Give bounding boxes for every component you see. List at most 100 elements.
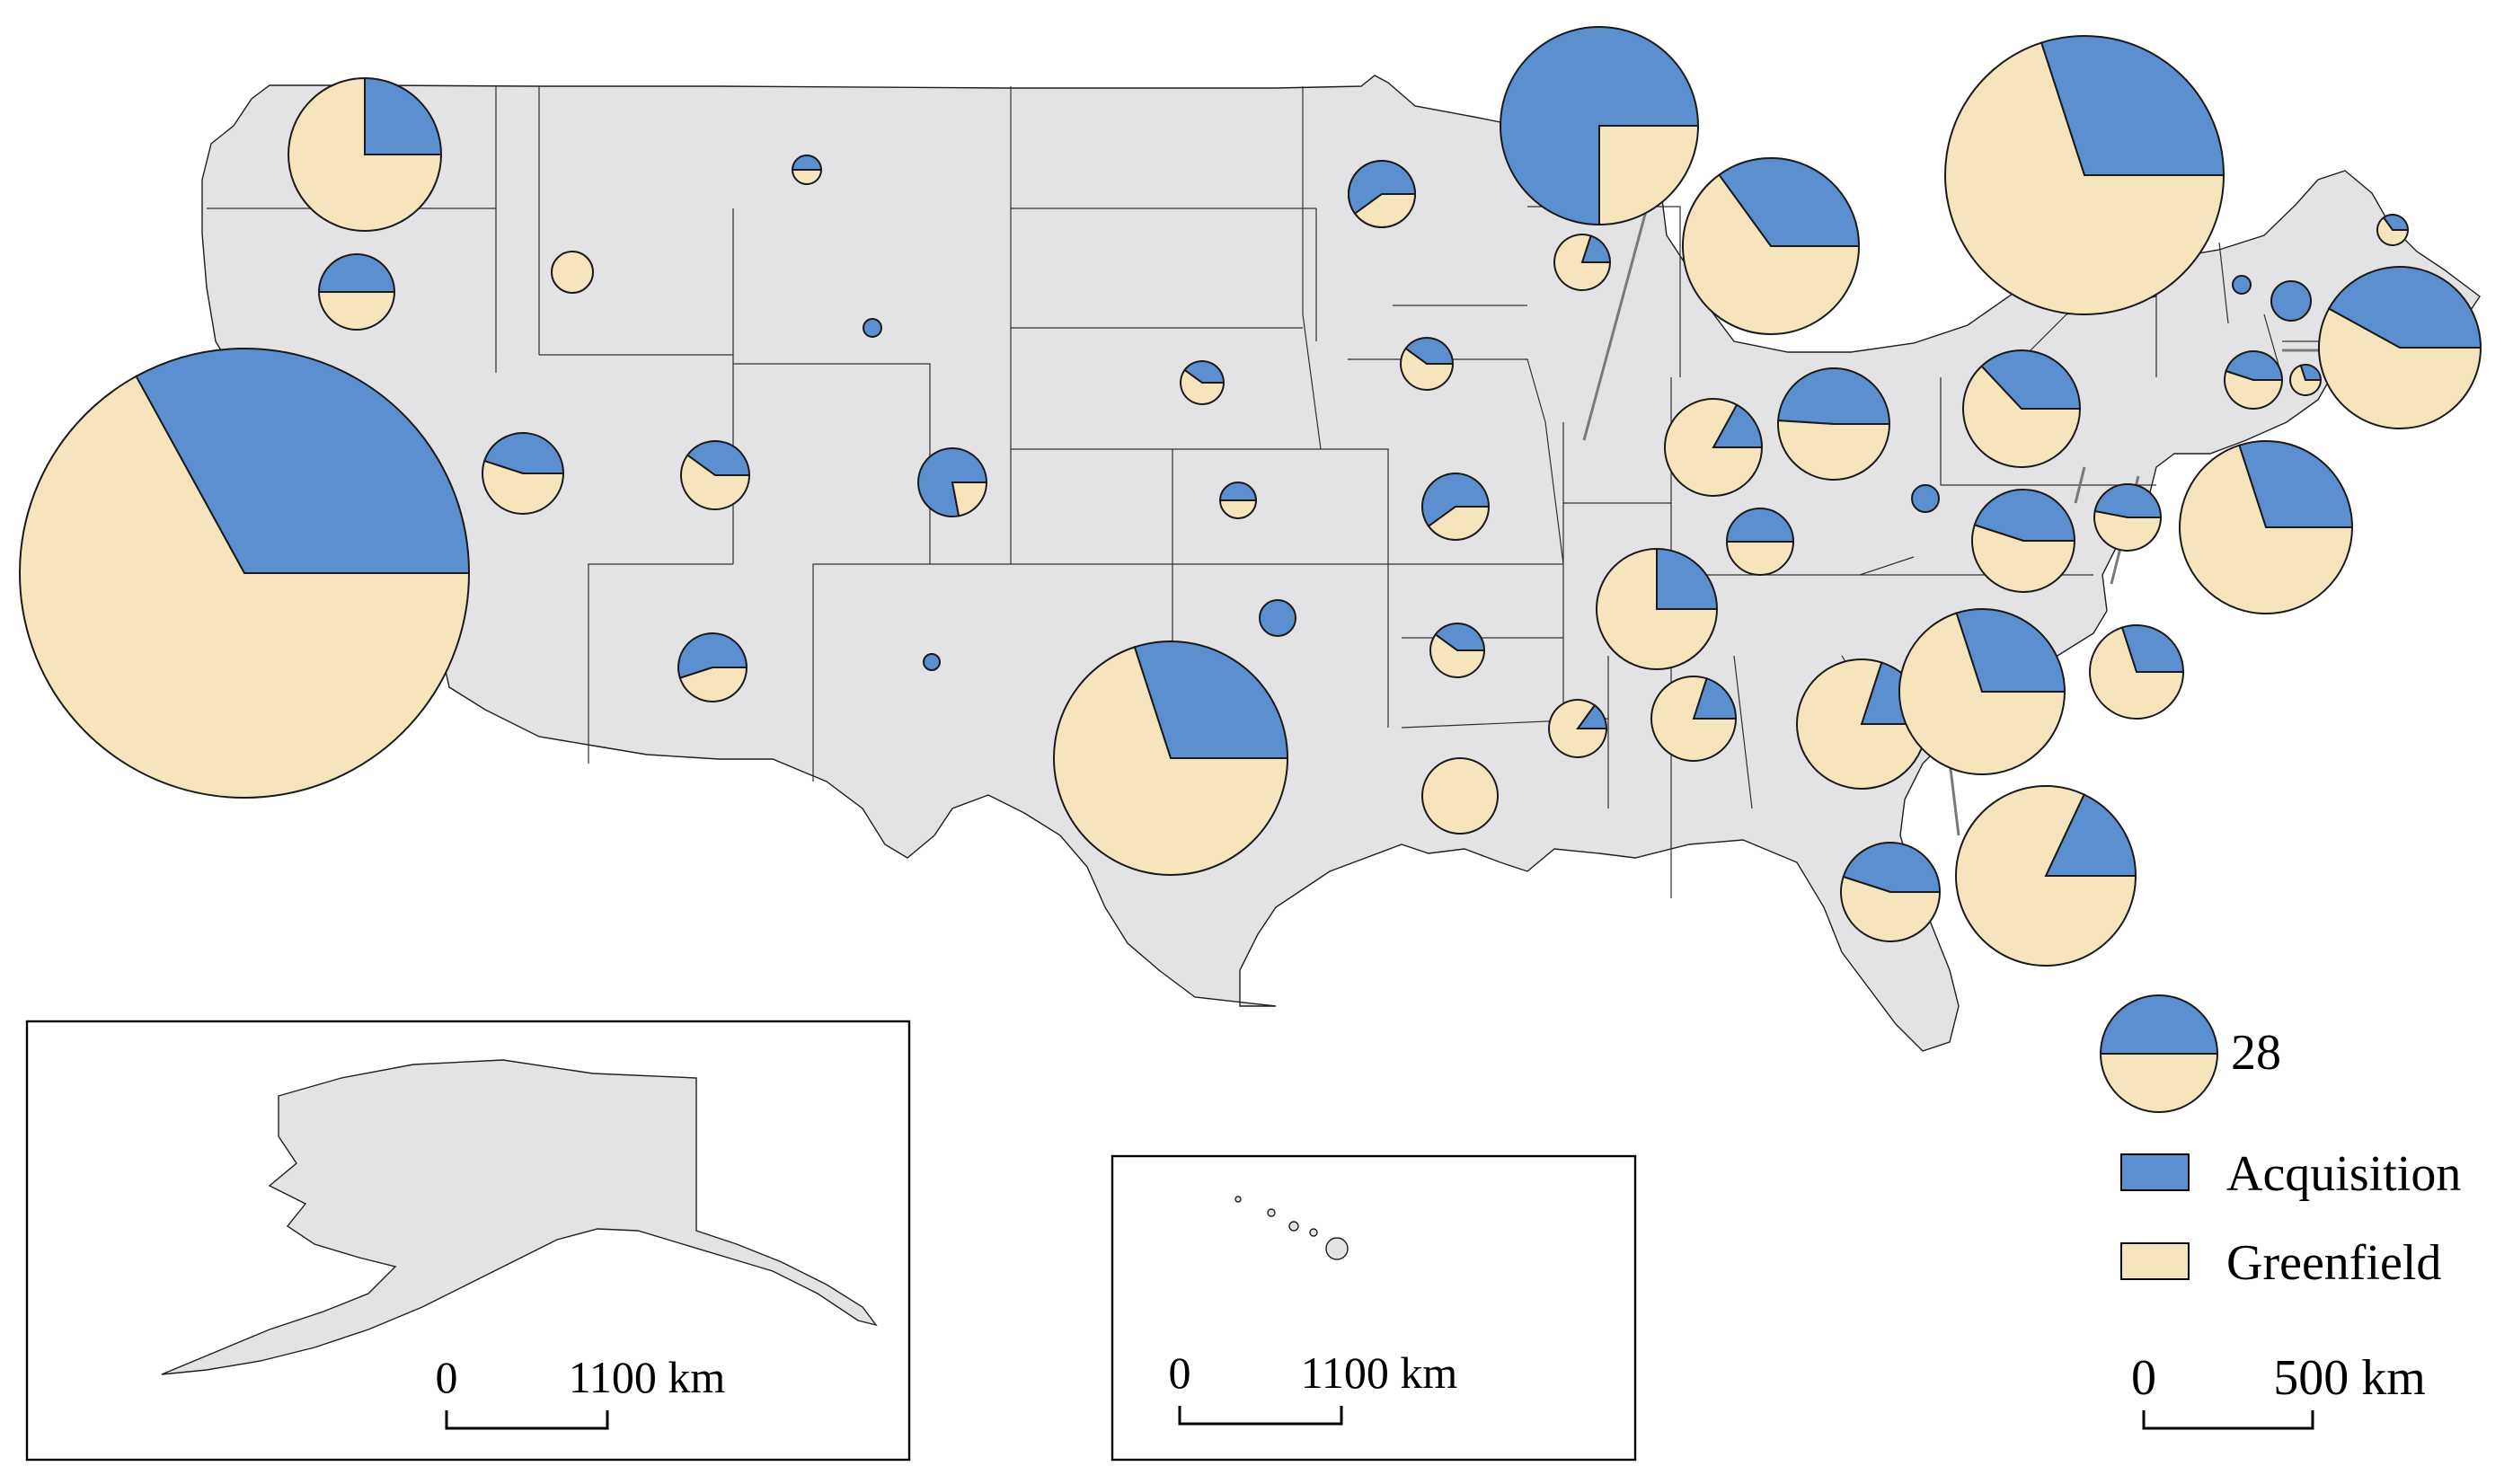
acquisition-slice xyxy=(2270,280,2312,322)
alaska-inset: 0 1100 km xyxy=(25,1020,911,1462)
pie-arizona xyxy=(677,632,748,702)
greenfield-slice xyxy=(1548,699,1608,758)
legend-size-label: 28 xyxy=(2231,1025,2281,1081)
acquisition-slice xyxy=(791,155,823,171)
acquisition-slice xyxy=(2099,994,2219,1055)
greenfield-slice xyxy=(1053,646,1289,876)
pie-indiana xyxy=(1664,398,1764,497)
pie-west-virginia xyxy=(1911,484,1940,513)
greenfield-slice xyxy=(678,667,748,702)
greenfield-slice xyxy=(1421,757,1499,835)
pie-florida xyxy=(1840,842,1942,942)
pie-illinois xyxy=(1500,26,1700,226)
pie-alabama xyxy=(1650,676,1738,762)
pie-nebraska xyxy=(1180,360,1226,405)
greenfield-slice xyxy=(1429,632,1486,678)
acquisition-slice xyxy=(863,318,882,338)
hawaii-scale-start: 0 xyxy=(1169,1347,1191,1398)
pie-south-carolina xyxy=(1898,608,2066,775)
acquisition-slice xyxy=(1911,484,1940,513)
greenfield-slice xyxy=(1962,365,2082,468)
greenfield-slice xyxy=(680,454,751,510)
pie-new-mexico xyxy=(923,653,941,671)
hawaii-scale-end: 1100 km xyxy=(1301,1347,1458,1398)
acquisition-slice xyxy=(1404,337,1455,365)
acquisition-slice xyxy=(1183,360,1226,384)
pie-new-hampshire xyxy=(2270,280,2312,322)
greenfield-slice xyxy=(1400,347,1455,391)
pie-wisconsin xyxy=(1553,234,1612,291)
pie-arkansas xyxy=(1429,623,1486,678)
pie-connecticut xyxy=(2224,350,2284,411)
pie-delaware xyxy=(2093,483,2163,552)
pie-texas xyxy=(1053,640,1289,876)
acquisition-slice xyxy=(482,432,565,474)
pie-washington xyxy=(288,76,443,232)
greenfield-slice xyxy=(1955,785,2137,967)
greenfield-slice xyxy=(1553,234,1612,291)
legend: 28 Acquisition Greenfield 0 500 km xyxy=(2099,994,2461,1430)
greenfield-slice xyxy=(1180,368,1226,405)
greenfield-slice xyxy=(2093,509,2163,552)
greenfield-slice xyxy=(1840,875,1942,942)
greenfield-slice xyxy=(1427,506,1491,541)
acquisition-slice xyxy=(2232,275,2252,295)
acquisition-slice xyxy=(1218,481,1258,501)
pie-south-dakota xyxy=(1348,160,1417,228)
pie-tennessee xyxy=(1596,547,1719,670)
pie-nevada xyxy=(482,432,565,515)
acquisition-slice xyxy=(1348,160,1417,216)
pie-oregon xyxy=(317,253,396,331)
alaska-land xyxy=(161,1059,878,1375)
acquisition-slice xyxy=(1725,508,1795,543)
legend-pie-graphic xyxy=(2099,994,2219,1113)
pie-iowa xyxy=(1400,337,1455,391)
pie-maine xyxy=(2376,214,2410,246)
acquisition-slice xyxy=(1259,599,1296,637)
pie-oklahoma xyxy=(1259,599,1296,637)
acquisition-slice xyxy=(1656,547,1719,610)
acquisition-slice xyxy=(923,653,941,671)
pie-missouri xyxy=(1421,473,1491,541)
pie-wyoming xyxy=(863,318,882,338)
acquisition-slice xyxy=(1973,489,2076,542)
pie-rhode-island xyxy=(2289,364,2323,396)
acquisition-slice xyxy=(1712,403,1764,448)
legend-acquisition-swatch xyxy=(2120,1153,2190,1191)
greenfield-slice xyxy=(1725,541,1795,576)
pie-pennsylvania xyxy=(1962,349,2082,468)
acquisition-slice xyxy=(2044,793,2137,877)
hawaii-inset: 0 1100 km xyxy=(1110,1154,1637,1462)
greenfield-slice xyxy=(1777,420,1891,481)
pie-idaho xyxy=(551,251,594,294)
pie-louisiana xyxy=(1421,757,1499,835)
greenfield-slice xyxy=(2289,364,2323,396)
greenfield-slice xyxy=(19,375,471,799)
acquisition-slice xyxy=(364,76,443,155)
acquisition-slice xyxy=(1955,608,2066,693)
acquisition-slice xyxy=(2238,440,2354,528)
greenfield-slice xyxy=(1664,398,1764,497)
acquisition-slice xyxy=(1777,367,1891,425)
pie-montana xyxy=(791,155,823,185)
pie-kentucky xyxy=(1725,508,1795,576)
greenfield-slice xyxy=(1596,547,1719,670)
pie-virginia xyxy=(2179,440,2354,614)
pie-utah xyxy=(680,440,751,510)
legend-acquisition-label: Acquisition xyxy=(2226,1146,2461,1202)
main-scale-end: 500 km xyxy=(2273,1350,2426,1406)
greenfield-slice xyxy=(288,76,443,232)
greenfield-slice xyxy=(482,459,565,515)
pie-north-carolina xyxy=(1955,785,2137,967)
acquisition-slice xyxy=(1421,473,1491,528)
greenfield-slice xyxy=(1598,125,1700,226)
main-scale-start: 0 xyxy=(2131,1350,2156,1406)
pie-colorado xyxy=(917,447,988,517)
pie-maryland xyxy=(1971,489,2076,593)
greenfield-slice xyxy=(2089,626,2185,720)
pie-new-jersey xyxy=(2089,624,2185,720)
acquisition-slice xyxy=(1980,349,2082,410)
greenfield-slice xyxy=(1796,658,1928,790)
